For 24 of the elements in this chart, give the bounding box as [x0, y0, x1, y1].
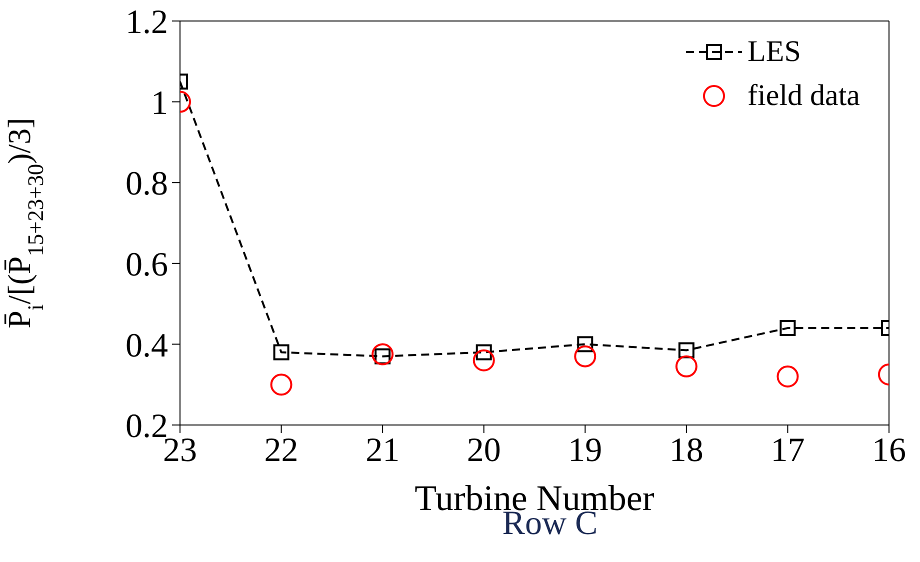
point [574, 345, 596, 368]
point [270, 374, 292, 396]
point [780, 320, 796, 336]
point [678, 342, 694, 358]
point [273, 344, 290, 360]
y-tick-label: 0.6 [126, 246, 168, 284]
point [472, 349, 495, 372]
y-tick-label: 0.4 [126, 327, 168, 364]
point [577, 336, 594, 352]
point [776, 366, 799, 388]
x-tick-label: 17 [770, 432, 805, 470]
x-tick-label: 19 [568, 432, 602, 470]
x-tick-label: 21 [366, 432, 400, 470]
y-tick-label: 1.2 [126, 4, 168, 42]
y-tick-label: 1 [151, 84, 168, 122]
x-tick-label: 20 [466, 432, 501, 470]
y-tick-label: 0.8 [126, 166, 168, 203]
legend-label: field data [748, 79, 860, 113]
x-tick-label: 22 [264, 432, 298, 470]
x-tick-label: 16 [872, 432, 906, 470]
point [372, 343, 394, 366]
legend-label: LES [748, 35, 801, 69]
point [675, 355, 698, 378]
x-tick-label: 18 [669, 432, 704, 470]
